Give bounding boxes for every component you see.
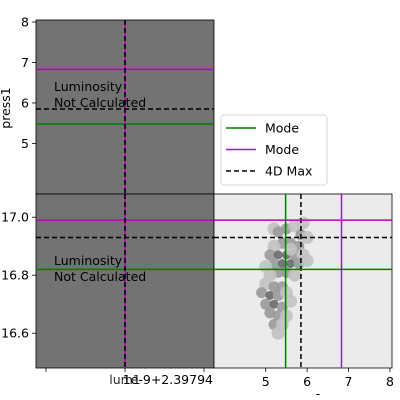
density-point-32 — [269, 299, 279, 309]
density-point-1 — [272, 226, 284, 238]
panel-bottom-left: Luminosity Not Calculated 16.6 16.8 17.0 1… — [1, 193, 215, 387]
annotation-bottom-line1: Luminosity — [54, 253, 123, 268]
legend: Mode Mode 4D Max — [220, 114, 328, 186]
density-point-40 — [271, 326, 285, 340]
density-point-42 — [288, 268, 302, 282]
top-ytick-label-0: 5 — [21, 136, 29, 151]
legend-box — [220, 114, 328, 186]
density-point-35 — [264, 307, 276, 319]
right-xtick-label-0: 5 — [262, 374, 270, 389]
top-ytick-label-2: 7 — [21, 55, 29, 70]
annotation-bottom-line2: Not Calculated — [54, 269, 146, 284]
annotation-top-line2: Not Calculated — [54, 95, 146, 110]
panel-bottom-right: 5 6 7 8 - — [213, 193, 394, 400]
panel-top-left: Luminosity Not Calculated 5 6 7 8 press1 — [0, 15, 215, 195]
density-point-41 — [284, 242, 298, 256]
right-xtick-label-1: 6 — [303, 374, 311, 389]
density-point-43 — [259, 260, 273, 273]
x-offset-text: 1e-9+2.39794 — [123, 372, 213, 387]
bottom-ytick-label-2: 17.0 — [1, 210, 29, 225]
legend-label-1: Mode — [265, 142, 299, 157]
density-point-10 — [267, 239, 281, 253]
density-point-31 — [260, 298, 272, 310]
bottom-ytick-label-0: 16.6 — [1, 326, 29, 341]
right-xtick-label-2: 7 — [345, 374, 353, 389]
right-xtick-label-3: 8 — [386, 374, 394, 389]
bottom-ytick-label-1: 16.8 — [1, 268, 29, 283]
density-point-34 — [284, 294, 298, 308]
density-point-12 — [273, 250, 283, 260]
density-point-25 — [268, 281, 280, 293]
annotation-top-line1: Luminosity — [54, 79, 123, 94]
density-point-6 — [300, 231, 314, 244]
density-point-20 — [300, 254, 314, 268]
xlabel-right: - — [316, 386, 321, 400]
density-point-17 — [277, 259, 287, 269]
top-ytick-label-1: 6 — [21, 95, 29, 110]
density-point-4 — [296, 216, 310, 230]
density-point-27 — [256, 287, 268, 299]
top-ytick-label-3: 8 — [21, 15, 29, 30]
ylabel-top: press1 — [0, 87, 13, 128]
density-point-18 — [286, 259, 296, 269]
density-point-28 — [265, 291, 275, 300]
legend-label-2: 4D Max — [265, 164, 312, 179]
xlabel-left: lum1 — [109, 372, 141, 387]
legend-label-0: Mode — [265, 121, 299, 136]
density-point-11 — [264, 249, 276, 261]
